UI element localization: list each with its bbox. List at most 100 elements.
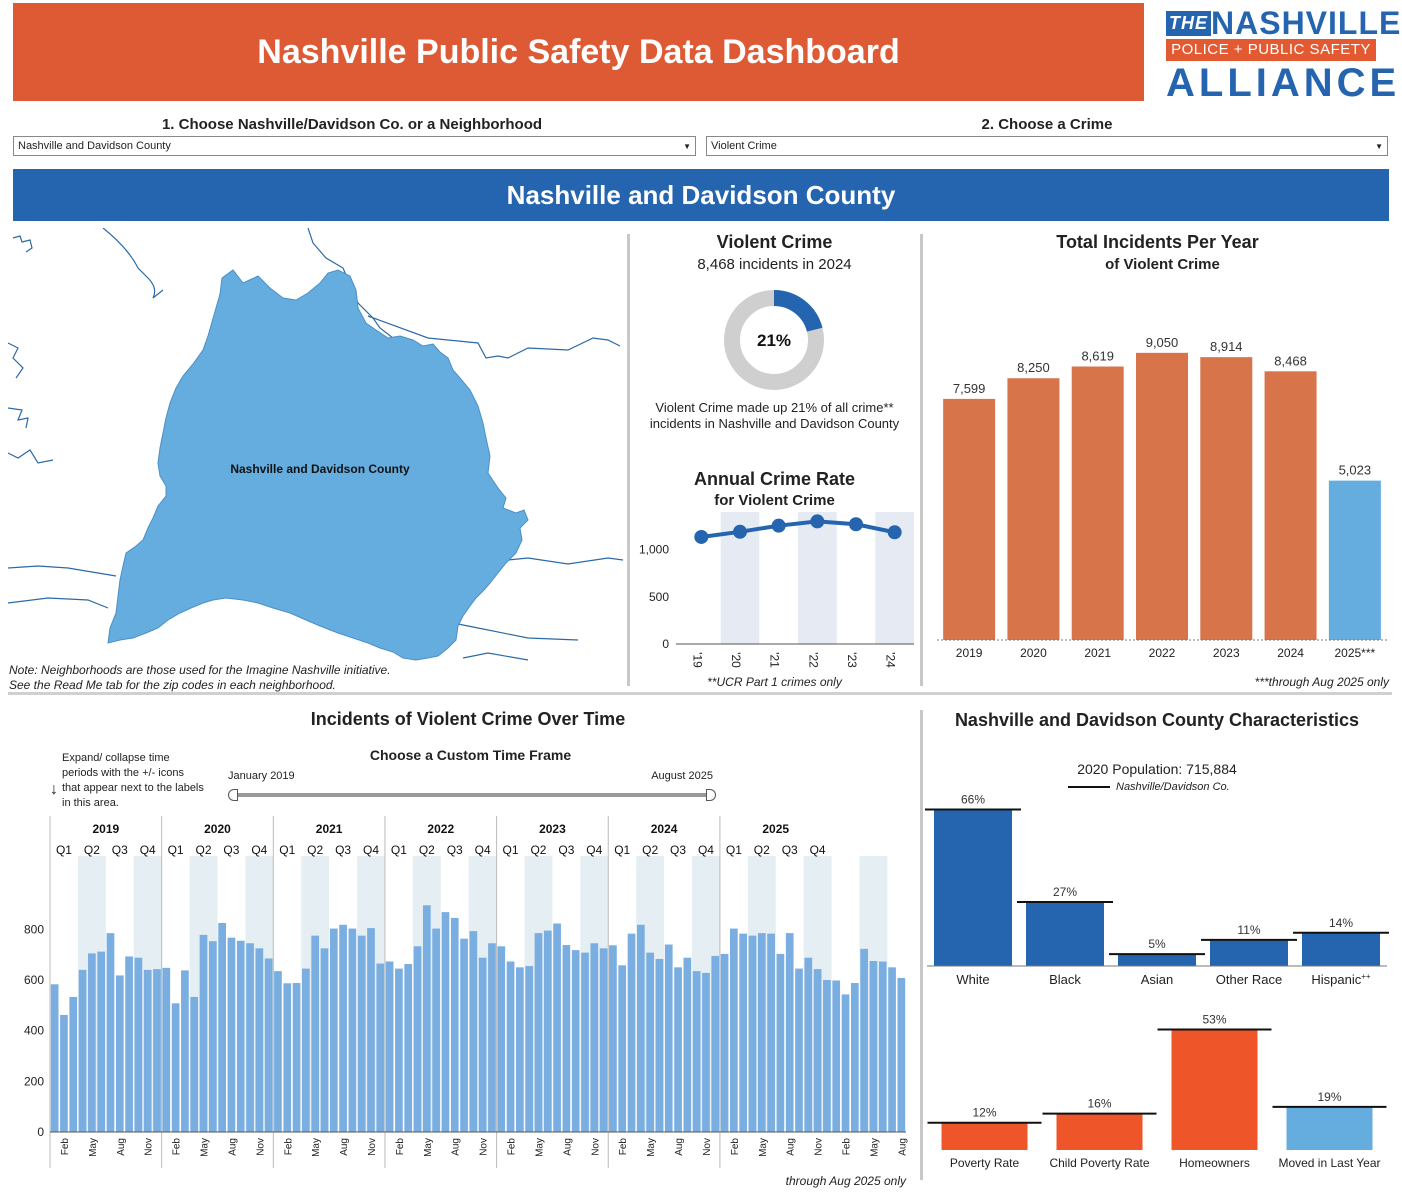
- month-tick: May: [200, 1138, 211, 1157]
- county-map[interactable]: Nashville and Davidson County: [7, 227, 624, 668]
- quarter-label: Q4: [810, 843, 826, 857]
- month-tick: Aug: [786, 1138, 797, 1156]
- yearly-bar: [1328, 480, 1381, 640]
- race-value-label: 14%: [1329, 916, 1353, 930]
- quarter-label: Q2: [307, 843, 323, 857]
- monthly-bar: [543, 930, 552, 1132]
- monthly-bar: [785, 933, 794, 1132]
- monthly-bar: [488, 943, 496, 1132]
- divider: [8, 692, 1392, 695]
- month-tick: May: [758, 1138, 769, 1157]
- region-title: Nashville and Davidson County: [506, 179, 896, 210]
- month-tick: Aug: [562, 1138, 573, 1156]
- county-region[interactable]: [107, 269, 529, 661]
- map-panel[interactable]: Nashville and Davidson County: [7, 227, 624, 668]
- yearly-value-label: 8,914: [1210, 339, 1243, 354]
- monthly-bar: [534, 933, 543, 1132]
- yearly-x-tick: 2024: [1277, 646, 1304, 660]
- summary-desc-line: incidents in Nashville and Davidson Coun…: [649, 416, 900, 431]
- yearly-bar: [1071, 366, 1124, 640]
- slider-track: [232, 793, 712, 797]
- race-x-tick: White: [956, 972, 989, 987]
- quarter-label: Q1: [726, 843, 742, 857]
- monthly-bar: [367, 928, 375, 1132]
- rate-y-tick: 1,000: [639, 543, 669, 557]
- year-label: 2019: [92, 822, 119, 836]
- legend-line: [1068, 786, 1110, 788]
- month-tick: Feb: [283, 1138, 294, 1156]
- monthly-bar: [646, 952, 654, 1132]
- month-tick: Feb: [730, 1138, 741, 1156]
- econ-x-tick: Homeowners: [1179, 1156, 1250, 1170]
- monthly-bar: [264, 958, 273, 1132]
- rate-chart-title: Annual Crime Rate: [693, 469, 856, 489]
- monthly-y-tick: 400: [24, 1024, 44, 1038]
- area-select[interactable]: Nashville and Davidson County ▼: [13, 136, 696, 156]
- month-tick: Feb: [60, 1138, 71, 1156]
- month-tick: May: [88, 1138, 99, 1157]
- monthly-bar: [115, 975, 124, 1132]
- monthly-bar: [516, 967, 524, 1132]
- timeline-footnote: through Aug 2025 only: [785, 1174, 906, 1188]
- month-tick: Feb: [172, 1138, 183, 1156]
- map-boundaries: [7, 227, 624, 661]
- monthly-bar: [711, 955, 720, 1132]
- month-tick: May: [423, 1138, 434, 1157]
- slider-handle-start[interactable]: [228, 789, 238, 801]
- monthly-bar: [227, 937, 236, 1132]
- rate-point: [694, 529, 709, 544]
- yearly-x-tick: 2021: [1084, 646, 1111, 660]
- monthly-bar: [823, 980, 831, 1132]
- quarter-label: Q4: [140, 843, 156, 857]
- rate-chart-footnote: **UCR Part 1 crimes only: [707, 675, 842, 689]
- slider-handle-end[interactable]: [706, 789, 716, 801]
- monthly-bar: [450, 917, 459, 1132]
- econ-chart: 12% Poverty Rate 16% Child Poverty Rate 53% H…: [927, 1013, 1387, 1170]
- race-value-label: 11%: [1237, 923, 1260, 937]
- quarter-label: Q4: [586, 843, 602, 857]
- yearly-bar: [943, 398, 996, 640]
- monthly-bar: [320, 948, 329, 1132]
- crime-select-value: Violent Crime: [711, 140, 777, 152]
- yearly-bar: [1264, 371, 1317, 640]
- quarter-label: Q4: [251, 843, 267, 857]
- monthly-bar: [218, 923, 226, 1132]
- monthly-bar: [720, 953, 729, 1132]
- monthly-bar: [404, 964, 413, 1132]
- race-value-label: 5%: [1148, 937, 1166, 951]
- monthly-bar: [134, 957, 143, 1132]
- monthly-bar: [190, 996, 199, 1132]
- rate-chart-subtitle: for Violent Crime: [714, 492, 835, 509]
- summary-title: Violent Crime: [716, 232, 833, 252]
- monthly-bar: [60, 1014, 68, 1132]
- race-x-tick: Hispanic++: [1311, 972, 1371, 987]
- yearly-value-label: 8,468: [1274, 353, 1307, 368]
- logo-name: NASHVILLE: [1211, 5, 1402, 41]
- monthly-bar: [88, 953, 96, 1132]
- range-end-label: August 2025: [651, 770, 713, 782]
- quarter-label: Q3: [112, 843, 128, 857]
- month-tick: Aug: [116, 1138, 127, 1156]
- crime-select[interactable]: Violent Crime ▼: [706, 136, 1388, 156]
- monthly-bar: [841, 994, 850, 1132]
- quarter-label: Q2: [642, 843, 658, 857]
- quarter-label: Q1: [168, 843, 184, 857]
- quarter-label: Q1: [391, 843, 407, 857]
- quarter-label: Q2: [754, 843, 770, 857]
- donut-percent-label: 21%: [757, 331, 791, 350]
- monthly-bar: [97, 951, 106, 1132]
- quarter-label: Q4: [363, 843, 379, 857]
- monthly-bar: [627, 933, 636, 1132]
- monthly-bar: [348, 928, 357, 1132]
- monthly-bar: [692, 971, 701, 1132]
- monthly-bar: [497, 946, 506, 1132]
- quarter-label: Q1: [56, 843, 72, 857]
- monthly-bar: [599, 948, 608, 1132]
- monthly-bar: [869, 961, 878, 1132]
- time-range-slider[interactable]: [228, 789, 716, 801]
- monthly-bar: [413, 946, 422, 1132]
- monthly-bar: [246, 943, 254, 1132]
- yearly-x-tick: 2023: [1213, 646, 1240, 660]
- monthly-bar: [283, 983, 292, 1132]
- econ-bar: [941, 1122, 1028, 1150]
